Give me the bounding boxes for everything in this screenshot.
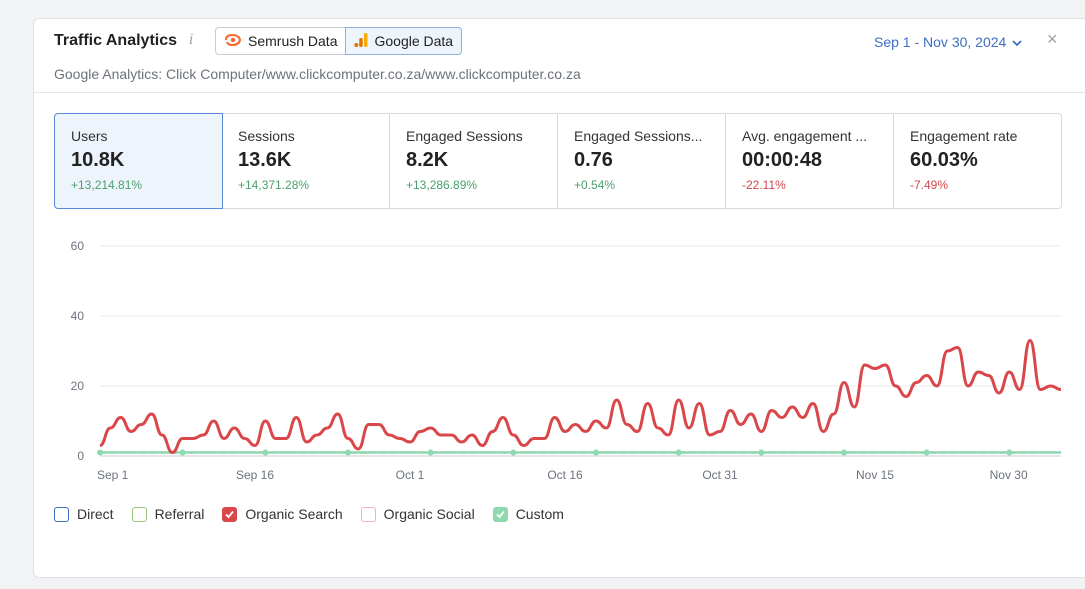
checked-checkbox-icon[interactable] <box>492 506 508 522</box>
legend-label: Referral <box>154 506 205 522</box>
metric-value: 13.6K <box>238 149 292 171</box>
analytics-subtitle: Google Analytics: Click Computer/www.cli… <box>54 66 581 82</box>
y-tick-label: 40 <box>71 309 85 323</box>
metric-value: 60.03% <box>910 149 978 171</box>
metric-tile-5[interactable]: Engagement rate 60.03% -7.49% <box>894 114 1061 208</box>
series-line-organic-search <box>99 339 1062 454</box>
metric-label: Engaged Sessions <box>406 128 523 144</box>
y-tick-label: 0 <box>77 449 84 463</box>
data-source-toggle: Semrush Data Google Data <box>215 27 463 55</box>
unchecked-checkbox-icon[interactable] <box>360 506 376 522</box>
checked-checkbox-icon[interactable] <box>222 506 238 522</box>
unchecked-checkbox-icon[interactable] <box>131 506 147 522</box>
metric-label: Engaged Sessions... <box>574 128 703 144</box>
series-point-custom <box>427 449 434 456</box>
series-point-custom <box>97 449 103 456</box>
legend-label: Organic Search <box>245 506 343 522</box>
series-point-custom <box>923 449 930 456</box>
series-point-custom <box>1006 449 1013 456</box>
date-range-label: Sep 1 - Nov 30, 2024 <box>874 34 1007 50</box>
x-tick-label: Nov 30 <box>990 468 1028 482</box>
series-point-custom <box>262 449 269 456</box>
metric-tile-0[interactable]: Users 10.8K +13,214.81% <box>54 113 223 209</box>
x-tick-label: Nov 15 <box>856 468 894 482</box>
semrush-logo-icon <box>224 33 242 49</box>
metric-value: 00:00:48 <box>742 149 823 171</box>
metric-tile-3[interactable]: Engaged Sessions... 0.76 +0.54% <box>558 114 726 208</box>
y-tick-label: 60 <box>71 239 85 253</box>
google-analytics-icon <box>354 32 368 51</box>
y-tick-label: 20 <box>71 379 85 393</box>
metric-delta: +13,286.89% <box>406 178 478 192</box>
metric-tile-2[interactable]: Engaged Sessions 8.2K +13,286.89% <box>390 114 558 208</box>
metric-tile-1[interactable]: Sessions 13.6K +14,371.28% <box>222 114 390 208</box>
widget-title: Traffic Analytics <box>54 32 178 49</box>
x-tick-label: Sep 1 <box>97 468 129 482</box>
series-point-custom <box>593 449 599 456</box>
series-point-custom <box>841 449 847 456</box>
google-data-button[interactable]: Google Data <box>345 27 463 55</box>
metric-delta: -7.49% <box>910 178 949 192</box>
metric-label: Avg. engagement ... <box>742 128 868 144</box>
metric-delta: +13,214.81% <box>71 178 143 192</box>
legend-label: Direct <box>77 506 114 522</box>
x-tick-label: Oct 31 <box>702 468 738 482</box>
traffic-line-chart: 0 20 40 60 Sep 1 Sep 16 Oct 1 Oct 16 Oct 31 Nov 1… <box>71 239 1062 482</box>
metric-label: Users <box>71 128 108 144</box>
header-divider <box>34 92 1085 93</box>
metrics-row: Users 10.8K +13,214.81% Sessions 13.6K +14,37… <box>54 113 1062 209</box>
semrush-data-button[interactable]: Semrush Data <box>215 27 347 55</box>
metric-tile-4[interactable]: Avg. engagement ... 00:00:48 -22.11% <box>726 114 894 208</box>
unchecked-checkbox-icon[interactable] <box>54 506 69 522</box>
chart-legend: Direct Referral Organic Search Organic Soci… <box>54 506 564 522</box>
info-icon[interactable]: i <box>189 32 194 48</box>
metric-delta: +14,371.28% <box>238 178 310 192</box>
x-tick-label: Oct 1 <box>396 468 425 482</box>
series-point-custom <box>179 449 186 456</box>
legend-label: Organic Social <box>383 506 475 522</box>
legend-item-organic-search[interactable]: Organic Search <box>222 506 343 522</box>
legend-item-referral[interactable]: Referral <box>131 506 205 522</box>
metric-delta: +0.54% <box>574 178 616 192</box>
metric-value: 0.76 <box>574 149 613 171</box>
semrush-data-label: Semrush Data <box>248 33 338 49</box>
series-point-custom <box>345 449 351 456</box>
google-data-label: Google Data <box>374 33 454 49</box>
chevron-down-icon <box>1012 34 1022 50</box>
legend-item-direct[interactable]: Direct <box>54 506 114 522</box>
date-range-selector[interactable]: Sep 1 - Nov 30, 2024 <box>874 34 1022 50</box>
traffic-analytics-card: Traffic Analytics i Semrush Data Google … <box>33 18 1085 578</box>
legend-item-custom[interactable]: Custom <box>492 506 564 522</box>
series-point-custom <box>510 449 517 456</box>
series-point-custom <box>675 449 682 456</box>
metric-value: 10.8K <box>71 149 125 171</box>
x-tick-label: Sep 16 <box>236 468 274 482</box>
series-point-custom <box>758 449 765 456</box>
x-tick-label: Oct 16 <box>547 468 583 482</box>
metric-label: Engagement rate <box>910 128 1018 144</box>
traffic-chart: 0 20 40 60 Sep 1 Sep 16 Oct 1 Oct 16 Oct 31 Nov 1… <box>34 229 1084 504</box>
legend-item-organic-social[interactable]: Organic Social <box>360 506 475 522</box>
close-icon[interactable]: × <box>1047 29 1058 49</box>
metric-value: 8.2K <box>406 149 449 171</box>
metric-label: Sessions <box>238 128 295 144</box>
legend-label: Custom <box>515 506 564 522</box>
metric-delta: -22.11% <box>742 178 786 192</box>
